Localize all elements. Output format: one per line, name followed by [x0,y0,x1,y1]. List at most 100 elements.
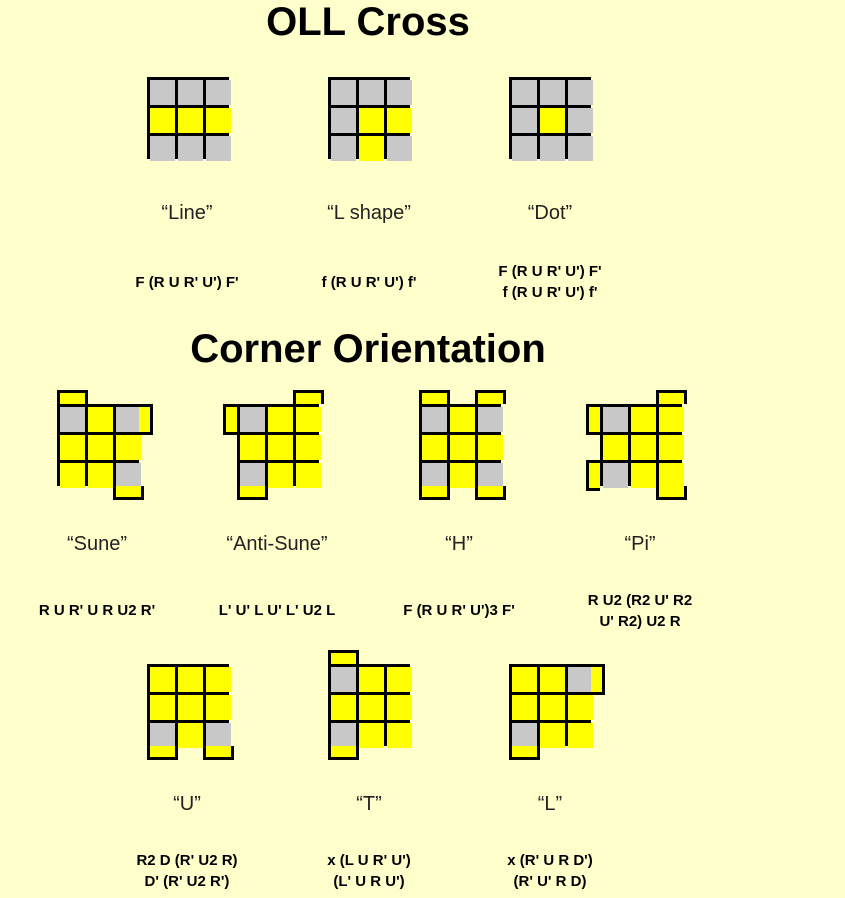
alg-t-1: x (L U R' U') [327,852,411,869]
sticker [150,695,175,720]
sticker [150,80,175,105]
sticker [387,695,412,720]
sticker [331,723,356,748]
sticker [178,80,203,105]
sticker [540,108,565,133]
sticker [631,435,656,460]
sticker [150,136,175,161]
sticker [206,667,231,692]
sticker [603,463,628,488]
sticker [603,435,628,460]
side-sticker-bottom [512,746,537,757]
sticker [387,136,412,161]
sticker [116,435,141,460]
sticker [150,667,175,692]
alg-h-1: F (R U R' U')3 F' [403,602,515,619]
side-sticker-left [589,407,600,432]
side-sticker-top [478,393,503,404]
sticker [296,463,321,488]
sticker [359,108,384,133]
sticker [240,463,265,488]
alg-t: x (L U R' U') (L' U R U') [327,850,411,892]
case-name-t: “T” [356,793,382,815]
sticker [450,463,475,488]
sticker [659,463,684,488]
sticker [331,80,356,105]
sticker [540,667,565,692]
sticker [178,136,203,161]
sticker [60,435,85,460]
sticker [512,695,537,720]
side-sticker-bottom [659,486,684,497]
side-sticker-bottom [331,746,356,757]
sticker [240,407,265,432]
sticker [568,80,593,105]
sticker [422,435,447,460]
alg-sune: R U R' U R U2 R' [39,600,155,621]
diagram-anti-sune [223,390,324,500]
alg-pi: R U2 (R2 U' R2 U' R2) U2 R [588,590,692,632]
side-sticker-top [659,393,684,404]
case-name-l-shape: “L shape” [327,202,411,224]
sticker [206,108,231,133]
case-name-line: “Line” [161,202,213,224]
sticker [512,80,537,105]
diagram-l [509,664,605,760]
sticker [450,435,475,460]
alg-pi-1: R U2 (R2 U' R2 [587,592,693,609]
sticker [178,695,203,720]
sticker [359,136,384,161]
section-title-oll-cross: OLL Cross [266,0,470,44]
alg-u-2: D' (R' U2 R') [144,873,230,890]
diagram-l-shape [328,77,412,161]
sticker [116,407,141,432]
sticker [60,463,85,488]
sticker [631,407,656,432]
alg-dot-1: F (R U R' U') F' [498,263,602,280]
sticker [88,435,113,460]
alg-dot: F (R U R' U') F' f (R U R' U') f' [498,261,601,303]
sticker [512,108,537,133]
sticker [478,435,503,460]
side-sticker-bottom [116,486,141,497]
sticker [60,407,85,432]
side-sticker-top [60,393,85,404]
sticker [88,407,113,432]
sticker [540,723,565,748]
sticker [331,667,356,692]
sticker [387,667,412,692]
alg-anti-sune: L' U' L U' L' U2 L [219,600,336,621]
section-title-corner-orientation: Corner Orientation [190,327,546,371]
sticker [268,407,293,432]
sticker [422,407,447,432]
sticker [540,695,565,720]
sticker [478,407,503,432]
alg-l: x (R' U R D') (R' U' R D) [507,850,592,892]
case-name-h: “H” [445,533,473,555]
side-sticker-bottom [206,746,231,757]
sticker [387,108,412,133]
sticker [206,136,231,161]
case-name-pi: “Pi” [624,533,656,555]
sticker [178,108,203,133]
alg-l-1: x (R' U R D') [507,852,593,869]
case-name-u: “U” [173,793,201,815]
sticker [296,435,321,460]
sticker [268,463,293,488]
case-name-sune: “Sune” [66,533,128,555]
side-sticker-bottom [478,486,503,497]
sticker [387,80,412,105]
side-sticker-top [296,393,321,404]
sticker [540,136,565,161]
sticker [568,723,593,748]
sticker [268,435,293,460]
diagram-sune [57,390,153,500]
sticker [540,80,565,105]
alg-u-1: R2 D (R' U2 R) [136,852,238,869]
sticker [568,695,593,720]
sticker [240,435,265,460]
sticker [331,136,356,161]
sticker [659,435,684,460]
sticker [116,463,141,488]
sticker [359,667,384,692]
